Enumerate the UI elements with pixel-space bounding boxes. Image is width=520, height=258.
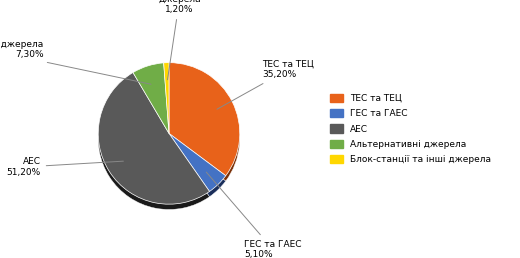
Wedge shape bbox=[169, 63, 240, 176]
Text: Альтернативні джерела
7,30%: Альтернативні джерела 7,30% bbox=[0, 40, 151, 84]
Wedge shape bbox=[169, 139, 226, 197]
Wedge shape bbox=[164, 63, 169, 133]
Text: АЕС
51,20%: АЕС 51,20% bbox=[6, 157, 123, 177]
Wedge shape bbox=[98, 78, 210, 209]
Wedge shape bbox=[169, 133, 226, 191]
Text: Блок-станції та інші
джерела
1,20%: Блок-станції та інші джерела 1,20% bbox=[132, 0, 227, 80]
Wedge shape bbox=[98, 72, 210, 204]
Wedge shape bbox=[133, 68, 169, 139]
Wedge shape bbox=[169, 68, 240, 181]
Text: ТЕС та ТЕЦ
35,20%: ТЕС та ТЕЦ 35,20% bbox=[217, 60, 314, 109]
Text: ГЕС та ГАЕС
5,10%: ГЕС та ГАЕС 5,10% bbox=[206, 172, 302, 258]
Wedge shape bbox=[164, 68, 169, 139]
Legend: ТЕС та ТЕЦ, ГЕС та ГАЕС, АЕС, Альтернативні джерела, Блок-станції та інші джерел: ТЕС та ТЕЦ, ГЕС та ГАЕС, АЕС, Альтернати… bbox=[327, 91, 494, 167]
Wedge shape bbox=[133, 63, 169, 133]
